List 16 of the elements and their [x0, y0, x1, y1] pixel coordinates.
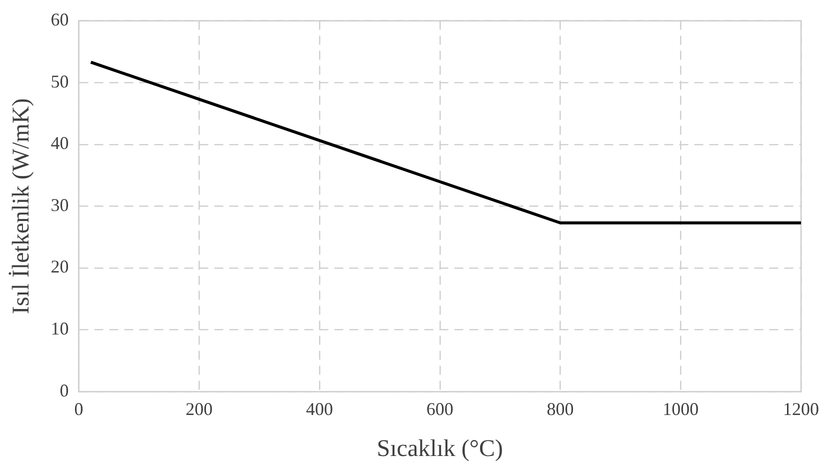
- x-tick-label: 1000: [662, 399, 699, 420]
- y-tick-label: 50: [50, 71, 69, 92]
- x-tick-label: 1200: [783, 399, 819, 420]
- x-tick-label: 0: [74, 399, 84, 420]
- x-tick-label: 400: [306, 399, 334, 420]
- x-tick-label: 200: [186, 399, 213, 420]
- y-tick-label: 30: [50, 194, 69, 215]
- y-tick-label: 60: [50, 10, 69, 30]
- y-axis-title: Isıl İletkenlik (W/mK): [8, 98, 35, 314]
- x-axis-title: Sıcaklık (°C): [376, 436, 504, 462]
- y-tick-label: 0: [60, 380, 69, 400]
- y-tick-label: 40: [50, 133, 69, 154]
- y-tick-label: 20: [50, 256, 69, 277]
- x-tick-label: 600: [426, 399, 454, 420]
- y-tick-label: 10: [50, 318, 69, 339]
- x-tick-label: 800: [546, 399, 574, 420]
